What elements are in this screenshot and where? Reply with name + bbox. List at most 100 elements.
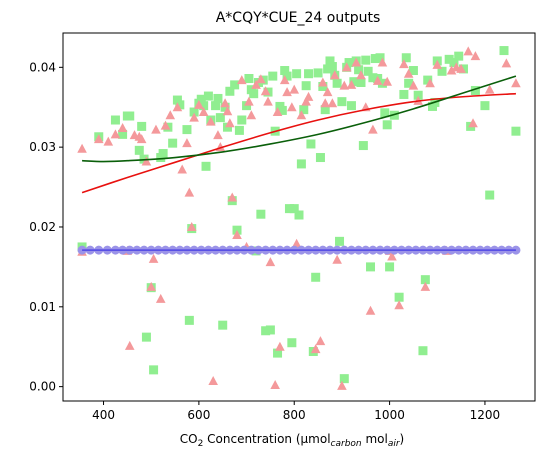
- green-square-point: [201, 161, 211, 171]
- red-triangle-point: [124, 340, 135, 350]
- x-tick-label: 600: [187, 408, 210, 422]
- green-square-point: [370, 54, 380, 64]
- x-tick-label: 1200: [470, 408, 501, 422]
- green-square-point: [284, 204, 294, 214]
- green-square-point: [158, 149, 168, 159]
- red-triangle-point: [329, 70, 340, 80]
- green-square-point: [470, 85, 480, 95]
- green-square-point: [211, 101, 221, 111]
- red-triangle-point: [408, 80, 419, 90]
- red-triangle-point: [470, 51, 481, 61]
- green-square-point: [218, 320, 228, 330]
- green-square-point: [363, 66, 373, 76]
- red-triangle-point: [501, 58, 512, 68]
- y-tick-label: 0.04: [29, 60, 56, 74]
- green-square-point: [137, 121, 147, 131]
- red-triangle-point: [194, 99, 204, 109]
- green-square-point: [287, 338, 297, 348]
- green-square-point: [361, 55, 371, 65]
- red-triangle-point: [148, 253, 159, 263]
- green-square-point: [215, 113, 225, 123]
- green-square-point: [325, 56, 335, 66]
- red-triangle-point: [303, 91, 314, 101]
- red-triangle-point: [184, 187, 195, 197]
- red-triangle-point: [155, 293, 166, 303]
- red-triangle-point: [432, 59, 443, 69]
- green-square-point: [149, 365, 159, 375]
- green-square-point: [358, 141, 368, 151]
- red-triangle-point: [387, 251, 397, 261]
- green-square-point: [280, 66, 290, 76]
- red-triangle-point: [310, 344, 321, 354]
- red-triangle-point: [136, 134, 147, 144]
- red-triangle-point: [275, 341, 285, 351]
- red-triangle-point: [327, 98, 338, 108]
- green-square-point: [346, 101, 356, 111]
- green-square-point: [354, 65, 364, 75]
- red-triangle-point: [320, 98, 331, 108]
- green-square-point: [408, 66, 418, 76]
- red-triangle-point: [322, 87, 333, 97]
- green-square-point: [213, 93, 223, 103]
- red-triangle-point: [289, 84, 300, 94]
- red-triangle-point: [182, 138, 192, 148]
- green-square-point: [172, 95, 182, 105]
- green-square-point: [401, 53, 411, 63]
- green-square-point: [485, 190, 495, 200]
- red-triangle-point: [291, 238, 302, 248]
- green-square-point: [273, 348, 283, 358]
- red-triangle-point: [236, 75, 247, 85]
- green-square-point: [268, 71, 278, 81]
- red-triangle-point: [160, 120, 171, 130]
- red-triangle-point: [263, 96, 273, 106]
- green-square-point: [289, 204, 299, 214]
- red-triangle-point: [246, 110, 257, 120]
- red-triangle-point: [282, 87, 292, 97]
- red-triangle-point: [337, 380, 347, 390]
- green-square-point: [480, 101, 490, 111]
- green-square-point: [110, 115, 120, 125]
- green-square-point: [335, 236, 345, 246]
- red-triangle-point: [77, 143, 87, 153]
- red-triangle-point: [301, 96, 311, 106]
- axes-frame: [62, 32, 536, 402]
- x-axis: 400 600 800 1000 1200: [92, 401, 500, 422]
- red-triangle-point: [189, 112, 199, 122]
- red-triangle-point: [177, 164, 187, 174]
- y-axis: 0.00 0.01 0.02 0.03 0.04: [29, 60, 63, 394]
- red-triangle-point: [225, 118, 235, 128]
- red-triangle-point: [318, 77, 328, 87]
- green-square-point: [306, 139, 316, 149]
- red-triangle-point: [205, 116, 216, 126]
- red-triangle-point: [198, 107, 209, 117]
- green-square-point: [237, 115, 247, 125]
- green-square-point: [337, 97, 347, 107]
- red-triangle-point: [146, 281, 157, 291]
- green-square-point: [356, 77, 366, 87]
- green-square-point: [249, 89, 259, 99]
- green-square-point: [339, 374, 349, 384]
- red-triangle-point: [382, 76, 393, 86]
- green-square-point: [377, 78, 387, 88]
- red-triangle-point: [186, 221, 197, 231]
- green-square-point: [382, 120, 392, 130]
- green-square-point: [375, 53, 385, 63]
- red-triangle-point: [420, 281, 431, 291]
- x-axis-label: CO2 Concentration (µmolcarbon molair): [180, 432, 404, 449]
- green-square-point: [311, 272, 321, 282]
- green-square-point: [454, 51, 464, 61]
- red-triangle-point: [356, 70, 366, 80]
- red-triangle-point: [222, 106, 233, 116]
- green-square-point: [327, 62, 337, 72]
- green-square-point: [418, 346, 428, 356]
- green-square-point: [168, 138, 178, 148]
- green-square-point: [366, 262, 376, 272]
- green-square-point: [196, 94, 206, 104]
- green-square-point: [244, 74, 254, 84]
- red-triangle-point: [232, 229, 242, 239]
- red-triangle-point: [456, 63, 466, 73]
- y-tick-label: 0.03: [29, 140, 56, 154]
- red-triangle-point: [296, 110, 307, 120]
- red-triangle-point: [213, 130, 223, 140]
- green-square-point: [134, 145, 144, 155]
